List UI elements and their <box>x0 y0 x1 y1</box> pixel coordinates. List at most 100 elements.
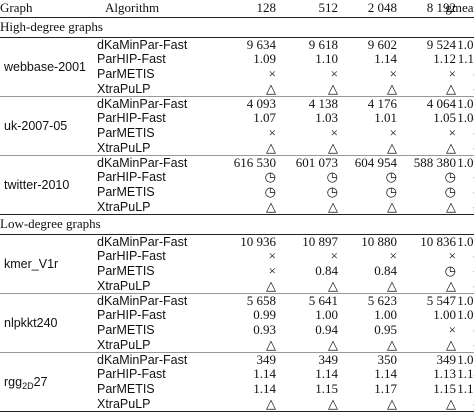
cell: × <box>448 124 456 140</box>
cell: 5 623 <box>367 292 397 308</box>
algorithm: dKaMinPar-Fast <box>97 155 188 170</box>
cell: 5 547 <box>426 292 456 308</box>
cell: 1.17 <box>374 380 397 396</box>
graph-name-sub: 2D <box>22 380 34 391</box>
rule <box>0 96 474 97</box>
cell: ◷ <box>264 169 276 185</box>
cell: △ <box>266 395 276 411</box>
cell: △ <box>266 336 276 352</box>
algorithm: ParMETIS <box>97 66 155 81</box>
cell: 1.00 <box>457 307 474 323</box>
cell: 1.14 <box>374 366 397 382</box>
cell: × <box>268 262 276 278</box>
cell: △ <box>446 139 456 155</box>
cell: △ <box>328 198 338 214</box>
cell: 1.14 <box>457 366 474 382</box>
cell: 4 138 <box>308 95 338 111</box>
cell: 4 064 <box>426 95 456 111</box>
cell: × <box>448 248 456 264</box>
cell: 1.14 <box>374 51 397 67</box>
cell: 0.84 <box>374 262 397 278</box>
cell: △ <box>328 395 338 411</box>
cell: △ <box>266 139 276 155</box>
graph-name: kmer_V1r <box>4 256 59 271</box>
algorithm: ParMETIS <box>97 381 155 396</box>
cell: 1.01 <box>374 110 397 126</box>
cell: × <box>389 124 397 140</box>
cell: 1.10 <box>315 51 338 67</box>
cell: 1.00 <box>457 351 474 367</box>
cell: ◷ <box>326 183 338 199</box>
algorithm: ParMETIS <box>97 184 155 199</box>
section-title: High-degree graphs <box>0 19 103 34</box>
algorithm: ParMETIS <box>97 263 155 278</box>
cell: 10 880 <box>361 233 397 249</box>
rule <box>0 352 474 353</box>
graph-name: uk-2007-05 <box>4 118 68 133</box>
cell: △ <box>387 198 397 214</box>
cell: 1.03 <box>315 110 338 126</box>
header-cell: Graph <box>0 0 33 15</box>
cell: 1.05 <box>433 110 456 126</box>
cell: 0.94 <box>315 321 338 337</box>
graph-name: twitter-2010 <box>4 177 70 192</box>
cell: × <box>268 124 276 140</box>
cell: 1.00 <box>315 307 338 323</box>
rule <box>0 214 474 215</box>
cell: 1.00 <box>457 292 474 308</box>
algorithm: ParMETIS <box>97 125 155 140</box>
header-cell: 2 048 <box>367 0 397 15</box>
cell: ◷ <box>444 169 456 185</box>
cell: 1.00 <box>374 307 397 323</box>
cell: 349 <box>436 351 457 367</box>
cell: × <box>330 124 338 140</box>
cell: 1.00 <box>457 233 474 249</box>
cell: ◷ <box>444 183 456 199</box>
cell: 0.84 <box>315 262 338 278</box>
cell: ◷ <box>444 262 456 278</box>
cell: △ <box>266 80 276 96</box>
cell: 350 <box>377 351 398 367</box>
algorithm: XtraPuLP <box>97 81 151 96</box>
cell: 1.00 <box>457 95 474 111</box>
cell: △ <box>446 80 456 96</box>
header-cell: gmean <box>445 0 474 15</box>
rule <box>0 37 474 38</box>
cell: × <box>389 248 397 264</box>
cell: △ <box>328 139 338 155</box>
rule <box>0 17 474 18</box>
cell: 601 073 <box>295 154 338 170</box>
algorithm: dKaMinPar-Fast <box>97 96 188 111</box>
algorithm: dKaMinPar-Fast <box>97 37 188 52</box>
algorithm: XtraPuLP <box>97 199 151 214</box>
cell: 10 836 <box>420 233 456 249</box>
cell: ◷ <box>385 169 397 185</box>
graph-name: webbase-2001 <box>4 59 87 74</box>
algorithm: ParHIP-Fast <box>97 170 166 185</box>
rule <box>0 293 474 294</box>
cell: 0.99 <box>253 307 276 323</box>
rule <box>0 411 474 412</box>
algorithm: ParHIP-Fast <box>97 249 166 264</box>
cell: × <box>448 321 456 337</box>
algorithm: ParHIP-Fast <box>97 52 166 67</box>
cell: × <box>330 65 338 81</box>
cell: × <box>268 248 276 264</box>
cell: ◷ <box>326 169 338 185</box>
cell: 10 936 <box>240 233 276 249</box>
header-cell: Algorithm <box>105 0 160 15</box>
cell: 588 380 <box>413 154 456 170</box>
cell: △ <box>387 139 397 155</box>
cell: 5 641 <box>308 292 338 308</box>
algorithm: ParHIP-Fast <box>97 308 166 323</box>
algorithm: dKaMinPar-Fast <box>97 234 188 249</box>
cell: 604 954 <box>354 154 397 170</box>
cell: 1.13 <box>433 366 456 382</box>
cell: 1.15 <box>457 380 474 396</box>
header-cell: 128 <box>256 0 277 15</box>
header-cell: 8 192 <box>426 0 456 15</box>
cell: 9 524 <box>426 36 456 52</box>
cell: 9 634 <box>246 36 276 52</box>
cell: 1.00 <box>457 154 474 170</box>
